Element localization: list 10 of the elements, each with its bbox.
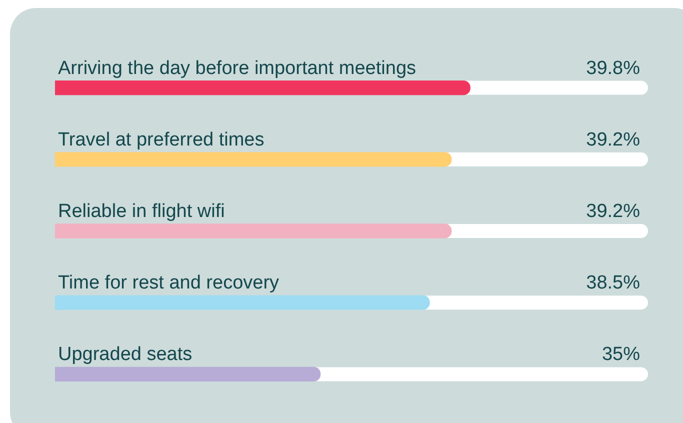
data-label: 38.5% xyxy=(586,272,640,294)
data-label: 39.8% xyxy=(586,58,640,79)
y-tick-label: Upgraded seats xyxy=(58,344,192,366)
y-tick-label: Time for rest and recovery xyxy=(58,272,280,294)
data-label: 35% xyxy=(602,344,640,366)
data-label: 39.2% xyxy=(586,201,640,222)
data-label: 39.2% xyxy=(586,129,640,150)
y-tick-label: Reliable in flight wifi xyxy=(58,201,225,222)
y-tick-label: Travel at preferred times xyxy=(58,129,264,150)
y-tick-label: Arriving the day before important meetings xyxy=(58,58,416,79)
